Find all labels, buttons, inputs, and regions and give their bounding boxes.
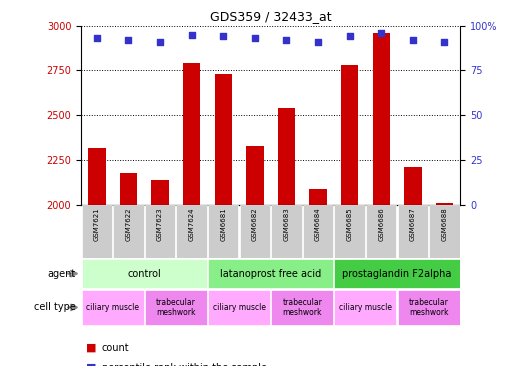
Bar [397,290,460,325]
Text: GSM6686: GSM6686 [378,208,384,241]
Text: GSM6685: GSM6685 [347,208,353,241]
Text: ciliary muscle: ciliary muscle [86,303,139,312]
Bar [120,173,137,205]
Bar [341,65,358,205]
Bar [271,205,302,258]
Point [314,39,322,45]
Text: GSM7624: GSM7624 [189,208,195,241]
Bar [240,205,270,258]
Point [346,33,354,39]
Text: percentile rank within the sample: percentile rank within the sample [102,363,267,366]
Text: GSM6687: GSM6687 [410,208,416,241]
Bar [113,205,144,258]
Title: GDS359 / 32433_at: GDS359 / 32433_at [210,10,332,23]
Text: GSM7623: GSM7623 [157,208,163,241]
Bar [82,259,207,288]
Bar [429,205,460,258]
Text: ■: ■ [86,343,97,353]
Bar [303,205,333,258]
Text: ciliary muscle: ciliary muscle [339,303,392,312]
Bar [88,147,106,205]
Text: trabecular
meshwork: trabecular meshwork [156,298,196,317]
Text: control: control [128,269,161,279]
Text: cell type: cell type [34,302,76,313]
Text: GSM7621: GSM7621 [94,208,100,241]
Bar [208,259,333,288]
Bar [151,180,169,205]
Text: agent: agent [48,269,76,279]
Bar [397,205,428,258]
Bar [145,205,175,258]
Bar [436,203,453,205]
Bar [145,290,207,325]
Text: trabecular
meshwork: trabecular meshwork [282,298,322,317]
Point [408,37,417,43]
Bar [208,290,270,325]
Bar [335,205,365,258]
Bar [335,259,460,288]
Point [93,35,101,41]
Text: trabecular
meshwork: trabecular meshwork [408,298,449,317]
Text: GSM6682: GSM6682 [252,208,258,241]
Point [219,33,228,39]
Point [251,35,259,41]
Text: ciliary muscle: ciliary muscle [212,303,266,312]
Text: count: count [102,343,130,353]
Point [156,39,164,45]
Text: GSM6688: GSM6688 [441,208,448,241]
Point [440,39,449,45]
Bar [335,290,396,325]
Bar [310,189,327,205]
Point [187,31,196,37]
Text: GSM6684: GSM6684 [315,208,321,241]
Text: prostaglandin F2alpha: prostaglandin F2alpha [343,269,452,279]
Bar [366,205,396,258]
Bar [82,290,144,325]
Bar [271,290,333,325]
Point [377,30,385,36]
Point [124,37,133,43]
Bar [82,205,112,258]
Point [282,37,291,43]
Bar [214,74,232,205]
Text: latanoprost free acid: latanoprost free acid [220,269,321,279]
Bar [278,108,295,205]
Bar [183,63,200,205]
Text: GSM7622: GSM7622 [126,208,131,241]
Text: GSM6681: GSM6681 [220,208,226,241]
Bar [246,146,264,205]
Bar [208,205,238,258]
Bar [372,33,390,205]
Text: ■: ■ [86,363,97,366]
Bar [404,167,422,205]
Bar [176,205,207,258]
Text: GSM6683: GSM6683 [283,208,289,241]
